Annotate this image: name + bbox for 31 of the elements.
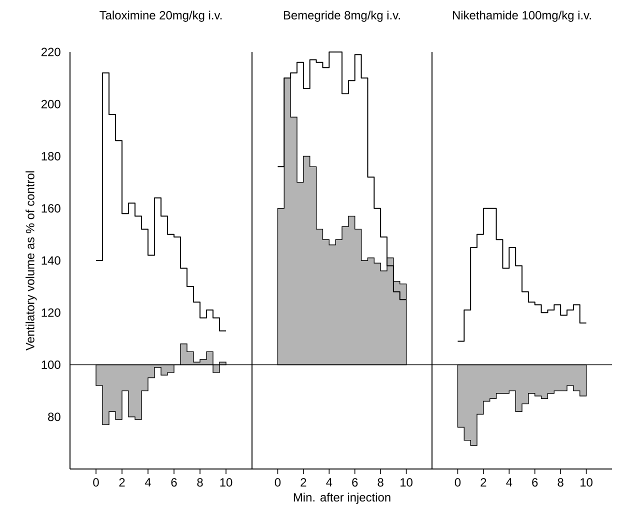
x-tick-label: 4 — [144, 478, 151, 486]
x-tick-label: 8 — [378, 478, 384, 487]
y-tick-label: 160 — [42, 204, 60, 213]
y-tick-label: 200 — [41, 100, 60, 108]
x-tick-label: 10 — [220, 478, 232, 487]
chart-title: Nikethamide 100mg/kg i.v. — [453, 10, 591, 22]
x-tick-label: 2 — [300, 478, 306, 486]
y-tick-label: 80 — [48, 412, 60, 422]
y-tick-label: 120 — [42, 308, 60, 317]
x-tick-label: 6 — [171, 478, 177, 487]
x-tick-label: 10 — [580, 478, 592, 487]
chart-title: Taloximine 20mg/kg i.v. — [100, 10, 222, 22]
x-tick-label: 8 — [197, 478, 203, 487]
x-tick-label: 6 — [352, 478, 358, 487]
y-tick-label: 220 — [41, 48, 60, 56]
x-axis-title: Min. after injection — [294, 492, 390, 504]
x-tick-label: 0 — [274, 478, 281, 487]
x-tick-label: 2 — [480, 478, 486, 486]
x-tick-label: 6 — [532, 478, 538, 487]
x-tick-label: 10 — [400, 478, 412, 487]
y-tick-label: 100 — [42, 360, 60, 369]
chart-title: Bemegride 8mg/kg i.v. — [284, 10, 400, 22]
x-tick-label: 8 — [558, 478, 564, 487]
x-tick-label: 2 — [119, 478, 125, 486]
y-tick-label: 140 — [42, 256, 60, 265]
x-tick-label: 4 — [326, 478, 332, 486]
x-tick-label: 0 — [454, 478, 461, 487]
y-tick-label: 180 — [42, 152, 60, 160]
x-tick-label: 4 — [506, 478, 512, 486]
x-tick-label: 0 — [93, 478, 99, 487]
y-axis-title: Ventilatory volume as % of control — [26, 171, 37, 350]
